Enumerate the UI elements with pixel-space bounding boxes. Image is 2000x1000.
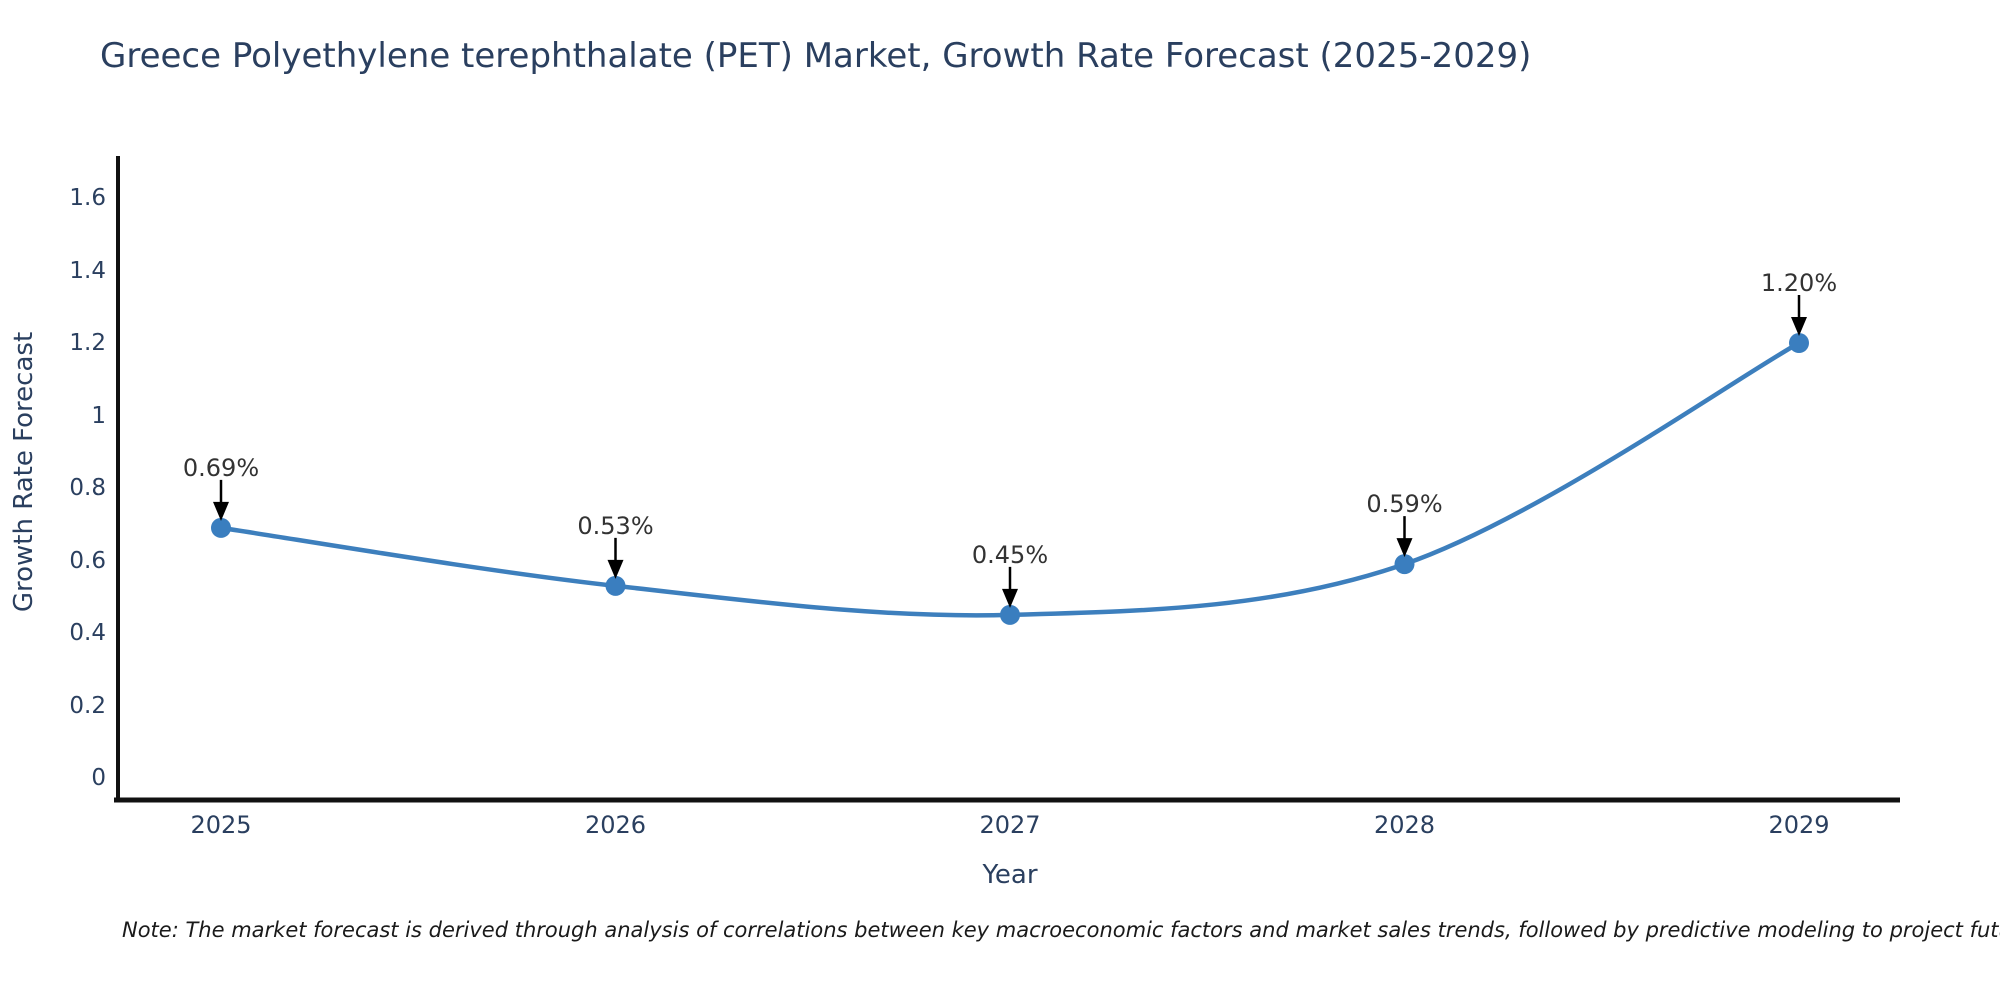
- y-tick-label: 0: [91, 765, 106, 791]
- y-tick-label: 1.6: [69, 185, 106, 211]
- annotation-arrowhead: [1396, 538, 1413, 558]
- chart-title: Greece Polyethylene terephthalate (PET) …: [100, 36, 1532, 76]
- y-tick-label: 0.8: [69, 475, 106, 501]
- footnote: Note: The market forecast is derived thr…: [122, 918, 2000, 942]
- point-value-label: 0.69%: [182, 453, 260, 482]
- y-tick-label: 0.4: [69, 620, 106, 646]
- y-tick-label: 1: [91, 402, 106, 429]
- series-layer: [211, 295, 1809, 625]
- point-value-label: 0.45%: [971, 540, 1049, 569]
- x-tick-label: 2026: [584, 811, 647, 839]
- x-tick-label: 2029: [1768, 811, 1830, 839]
- annotation-arrowhead: [213, 501, 229, 521]
- y-tick-label: 0.2: [69, 692, 106, 719]
- y-tick-label: 1.2: [69, 330, 106, 356]
- point-value-label: 0.53%: [577, 511, 654, 540]
- data-point-marker: [1000, 604, 1020, 625]
- point-value-label: 1.20%: [1760, 269, 1838, 297]
- x-tick-label: 2027: [979, 811, 1041, 839]
- data-point-marker: [211, 517, 231, 538]
- data-point-marker: [1394, 554, 1415, 575]
- x-tick-label: 2028: [1373, 811, 1436, 839]
- y-tick-label: 1.4: [69, 257, 106, 284]
- x-axis-title: Year: [982, 860, 1038, 890]
- annotation-arrowhead: [607, 559, 624, 579]
- data-point-marker: [1789, 333, 1809, 353]
- point-value-label: 0.59%: [1366, 490, 1443, 519]
- annotation-arrowhead: [1002, 588, 1018, 608]
- y-tick-label: 0.6: [69, 547, 106, 574]
- x-tick-label: 2025: [190, 811, 252, 839]
- data-point-marker: [605, 575, 626, 596]
- annotation-arrowhead: [1791, 317, 1807, 336]
